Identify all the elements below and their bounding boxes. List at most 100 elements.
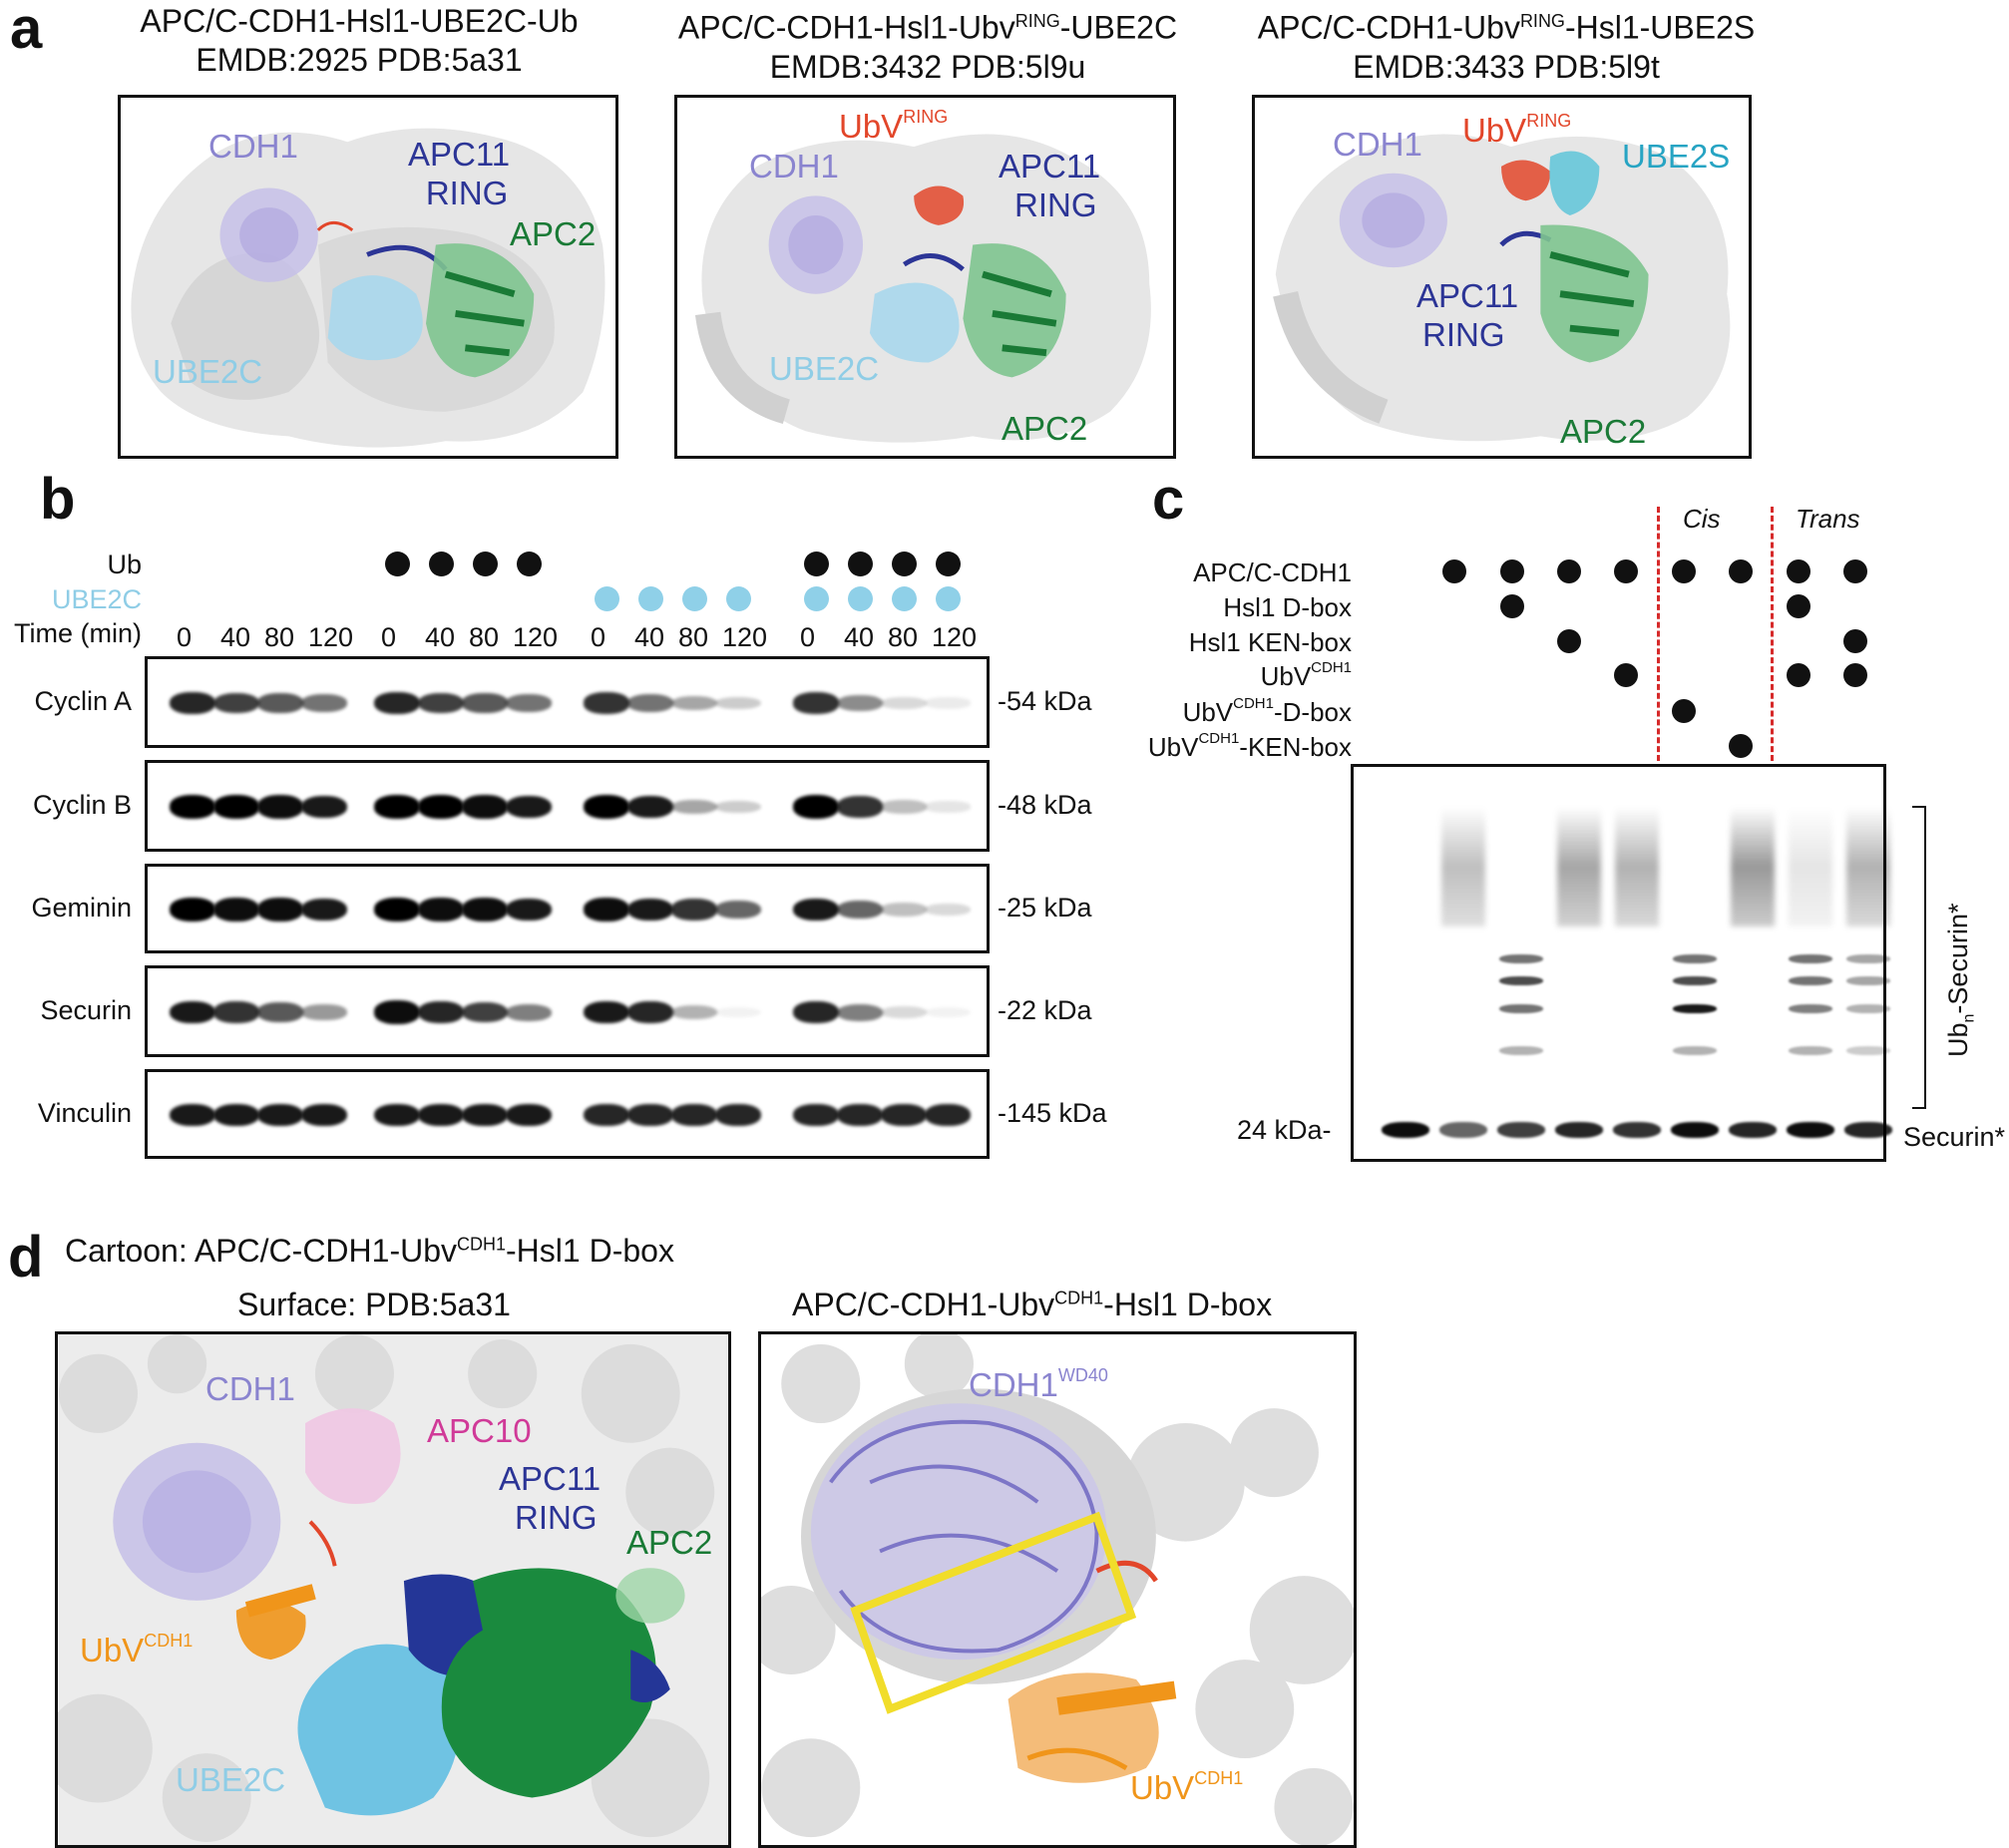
time-label: 80 [264, 622, 295, 652]
condition-dot [1787, 559, 1810, 583]
label-ubv-ring: UbVRING [839, 108, 948, 143]
structure-box-a3: CDH1 UbVRING UBE2S APC11 RING APC2 [1252, 95, 1752, 459]
condition-dot [1500, 559, 1524, 583]
blot-band [925, 801, 971, 813]
condition-dot [1672, 699, 1696, 723]
time-label: 120 [308, 622, 354, 652]
condition-dot [1614, 663, 1638, 687]
condition-label-pre: UbV [1182, 697, 1234, 727]
label-cdh1: CDH1 [749, 148, 839, 185]
ube2c-dot [726, 586, 751, 611]
panel-d-surface-title: Surface: PDB:5a31 [237, 1287, 511, 1322]
blot-band [837, 694, 883, 712]
ubiquitin-smear [1557, 807, 1601, 926]
condition-label-post: -KEN-box [1239, 732, 1352, 762]
blot-label: Vinculin [37, 1098, 132, 1128]
panel-d-cartoon-title: Cartoon: APC/C-CDH1-UbvCDH1-Hsl1 D-box [65, 1233, 674, 1270]
ub-dot [892, 552, 917, 576]
label-ubv-sup: CDH1 [144, 1631, 194, 1651]
blot-band [301, 1004, 347, 1020]
label-apc11-ring: APC11 RING [408, 138, 510, 209]
ub-dot [385, 552, 410, 576]
cryo-em-density-a2 [694, 134, 1151, 443]
title-3-pre: APC/C-CDH1-Ubv [1257, 9, 1520, 46]
label-ube2c: UBE2C [769, 350, 880, 387]
condition-dot [1729, 559, 1753, 583]
blot-band [627, 1001, 673, 1023]
ub-band [1499, 976, 1543, 985]
ube2c-dot [892, 586, 917, 611]
securin-band [1555, 1122, 1603, 1138]
title-3-sup: RING [1519, 11, 1565, 31]
blot-label: Cyclin A [34, 686, 132, 716]
label-ubv-cdh1: UbVCDH1 [80, 1631, 194, 1668]
label-apc2: APC2 [626, 1524, 713, 1561]
title-1-line2: EMDB:2925 PDB:5a31 [196, 42, 523, 78]
blot-band [418, 692, 464, 714]
panel-a-title-2: APC/C-CDH1-Hsl1-UbvRING-UBE2C EMDB:3432 … [638, 2, 1217, 87]
blot-band [925, 903, 971, 917]
label-apc11: APC11 [1416, 277, 1519, 314]
ub-band [1789, 976, 1832, 985]
ub-securin-label: Ubn-Securin* [1943, 904, 1978, 1057]
blot-band [462, 898, 508, 922]
panel-a-title-3: APC/C-CDH1-UbvRING-Hsl1-UBE2S EMDB:3433 … [1212, 2, 1801, 87]
cartoon-post: -Hsl1 D-box [506, 1233, 674, 1269]
blot-band [462, 1103, 508, 1127]
blot-band [301, 694, 347, 712]
condition-dot [1500, 594, 1524, 618]
kda-label: -48 kDa [998, 790, 1092, 820]
blot-band [374, 692, 420, 714]
ub-dot [429, 552, 454, 576]
label-cdh1: CDH1 [208, 128, 298, 165]
label-ubv: UbV [1462, 112, 1527, 149]
blot-band [418, 1001, 464, 1023]
title-2-line2: EMDB:3432 PDB:5l9u [769, 48, 1086, 85]
label-ring: RING [425, 175, 509, 211]
blot-band [715, 1104, 761, 1126]
ube2c-dot [936, 586, 961, 611]
label-ubv: UbV [80, 1632, 145, 1668]
blot-band [925, 1006, 971, 1018]
label-ring: RING [515, 1499, 598, 1536]
blot-band [925, 1104, 971, 1126]
condition-dot [1557, 629, 1581, 653]
condition-label-pre: Hsl1 KEN-box [1188, 627, 1352, 657]
condition-label-post: -D-box [1273, 697, 1352, 727]
securin-band [1671, 1122, 1719, 1138]
blot-label: Geminin [31, 893, 132, 923]
blot-band [881, 903, 927, 917]
blot-band [462, 1001, 508, 1023]
title-3-post: -Hsl1-UBE2S [1564, 9, 1756, 46]
blot-panel [145, 760, 990, 852]
label-apc11-ring: APC11 RING [499, 1462, 601, 1534]
blot-band [837, 1003, 883, 1021]
time-label: 40 [634, 622, 665, 652]
label-ring: RING [1014, 186, 1097, 223]
marker-24kda: 24 kDa- [1237, 1115, 1332, 1145]
title-2-pre: APC/C-CDH1-Hsl1-Ubv [677, 9, 1015, 46]
ubiquitin-smear [1615, 807, 1659, 926]
time-label: 80 [469, 622, 500, 652]
condition-dot [1614, 559, 1638, 583]
right-post: -Hsl1 D-box [1103, 1287, 1273, 1322]
blot-band [506, 694, 552, 712]
label-ubv-sup: CDH1 [1194, 1768, 1244, 1788]
blot-band [301, 1103, 347, 1127]
time-label: 0 [381, 622, 397, 652]
blot-band [627, 694, 673, 712]
label-apc10: APC10 [427, 1412, 532, 1449]
ub-sub: n [1960, 1013, 1978, 1023]
cis-trans-divider [1657, 507, 1660, 761]
blot-band [627, 1104, 673, 1126]
label-ring: RING [1422, 316, 1505, 353]
title-2-line1: APC/C-CDH1-Hsl1-UbvRING-UBE2C [638, 2, 1217, 48]
ub-bracket [1912, 806, 1926, 1109]
blot-band [793, 692, 839, 714]
blot-band [837, 1104, 883, 1126]
blot-band [418, 1103, 464, 1127]
condition-dot [1557, 559, 1581, 583]
condition-label: APC/C-CDH1 [1077, 557, 1352, 588]
ub-band [1789, 1046, 1832, 1055]
condition-label-pre: UbV [1147, 732, 1199, 762]
